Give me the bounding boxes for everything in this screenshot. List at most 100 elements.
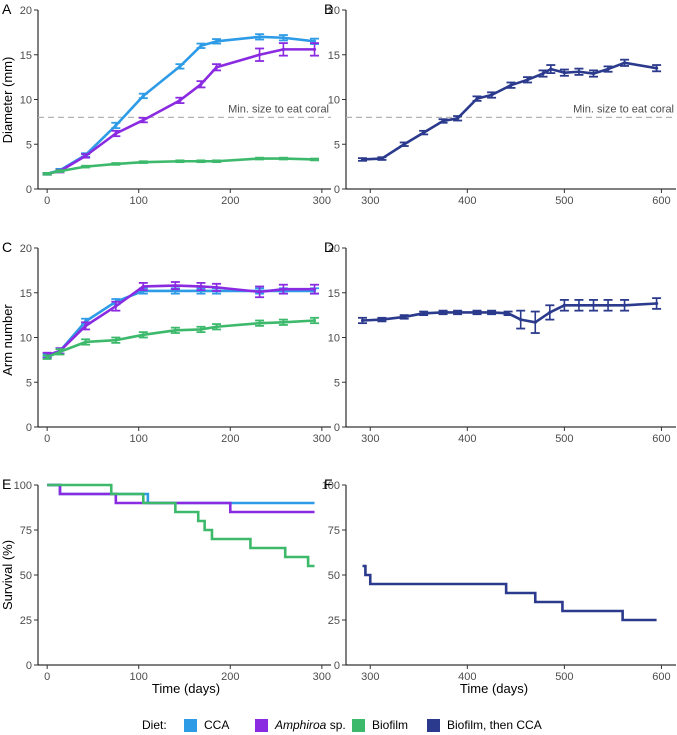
data-point <box>541 71 545 76</box>
x-tick-label: 300 <box>361 195 379 207</box>
series-BiofilmThenCCA <box>358 297 662 334</box>
y-tick-label: 0 <box>26 422 32 434</box>
data-point <box>178 64 182 68</box>
x-tick-label: 600 <box>652 195 670 207</box>
data-point <box>606 67 610 71</box>
x-tick-label: 100 <box>130 671 148 683</box>
legend-label-cca: CCA <box>204 718 229 732</box>
data-point <box>475 310 479 315</box>
series-BiofilmThenCCA <box>362 564 657 622</box>
series-Biofilm <box>42 316 320 360</box>
y-tick-label: 20 <box>328 5 340 17</box>
panel-D: 0 5 10 15 20 300 400 500 600 D <box>324 239 676 445</box>
data-point <box>257 35 262 39</box>
data-point <box>622 303 627 307</box>
y-tick-label: 25 <box>328 615 340 627</box>
y-tick-label: 25 <box>20 615 32 627</box>
legend-key-biofilm <box>352 719 365 732</box>
data-point <box>548 310 552 315</box>
survival-step-line <box>362 564 657 622</box>
data-point <box>141 284 145 289</box>
data-point <box>606 303 610 307</box>
data-point <box>214 39 219 43</box>
data-point <box>257 290 262 294</box>
data-point <box>622 61 627 65</box>
data-point <box>422 131 426 135</box>
y-tick-label: 20 <box>328 243 340 255</box>
y-tick-label: 50 <box>20 570 32 582</box>
panel-label-F: F <box>324 476 333 492</box>
y-tick-label: 100 <box>322 480 340 492</box>
data-point <box>312 318 317 323</box>
data-point <box>380 318 384 322</box>
y-tick-label: 100 <box>14 480 32 492</box>
y-tick-label: 5 <box>334 377 340 389</box>
panel-label-A: A <box>2 1 12 17</box>
y-tick-label: 0 <box>334 422 340 434</box>
y-tick-label: 75 <box>20 525 32 537</box>
data-point <box>281 320 285 324</box>
data-point <box>312 39 317 43</box>
data-point <box>84 324 88 328</box>
y-tick-label: 10 <box>20 333 32 345</box>
data-point <box>312 287 317 291</box>
data-point <box>199 159 203 163</box>
y-tick-label: 10 <box>328 95 340 107</box>
panel-label-C: C <box>2 239 12 255</box>
x-tick-label: 100 <box>130 433 148 445</box>
data-point <box>178 98 182 102</box>
data-point <box>114 338 118 342</box>
data-point <box>281 36 285 40</box>
data-point <box>141 160 145 164</box>
legend: Diet: CCA Amphiroa sp. Biofilm Biofilm, … <box>142 718 542 732</box>
x-tick-label: 500 <box>555 433 573 445</box>
data-point <box>214 325 219 329</box>
data-point <box>281 287 285 291</box>
y-tick-label: 15 <box>328 50 340 62</box>
data-point <box>141 94 145 98</box>
x-tick-label: 200 <box>221 671 239 683</box>
panel-label-B: B <box>324 1 333 17</box>
data-point <box>549 67 553 71</box>
data-point <box>45 172 49 176</box>
legend-label-amphiroa-suffix: sp. <box>326 718 345 732</box>
y-tick-label: 10 <box>328 333 340 345</box>
y-tick-label: 10 <box>20 95 32 107</box>
data-point <box>312 157 317 162</box>
data-point <box>178 159 182 163</box>
y-tick-label: 0 <box>334 660 340 672</box>
data-point <box>257 156 262 161</box>
data-point <box>519 318 523 322</box>
data-point <box>402 142 406 146</box>
data-point <box>360 318 365 323</box>
data-point <box>525 78 530 82</box>
x-tick-label: 600 <box>652 433 670 445</box>
legend-key-biofilm-then-cca <box>427 719 440 732</box>
data-point <box>506 311 510 315</box>
x-tick-label: 100 <box>130 195 148 207</box>
data-point <box>509 83 513 87</box>
data-point <box>58 169 62 173</box>
panel-F: 0 25 50 75 100 300 400 500 600 F <box>322 476 676 683</box>
data-point <box>257 53 262 57</box>
min-size-label: Min. size to eat coral <box>573 103 674 115</box>
y-tick-label: 20 <box>20 5 32 17</box>
y-tick-label: 50 <box>328 570 340 582</box>
data-point <box>173 289 177 293</box>
data-point <box>577 303 581 307</box>
x-tick-label: 200 <box>221 195 239 207</box>
series-Amphiroa <box>42 42 320 176</box>
data-point <box>257 321 262 325</box>
data-point <box>45 355 49 359</box>
y-axis-label-arm-number: Arm number <box>0 304 15 376</box>
y-tick-label: 0 <box>26 660 32 672</box>
x-tick-label: 200 <box>221 433 239 445</box>
x-tick-label: 300 <box>361 671 379 683</box>
y-tick-label: 15 <box>20 288 32 300</box>
data-point <box>281 47 285 51</box>
y-tick-label: 15 <box>328 288 340 300</box>
series-line <box>362 302 657 324</box>
